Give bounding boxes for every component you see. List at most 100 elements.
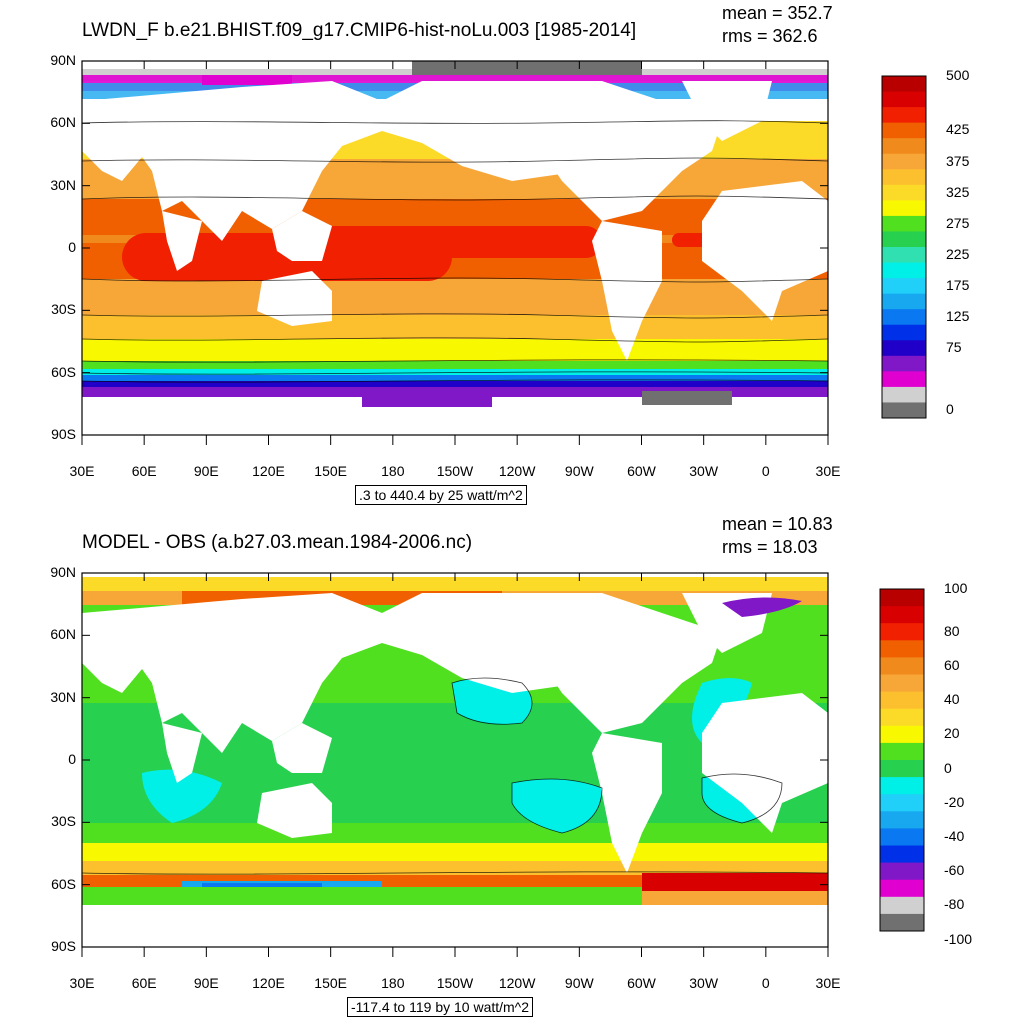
- map2-xtick-label: 0: [761, 975, 770, 991]
- map1-xtick-label: 150E: [314, 463, 347, 479]
- colorbar-swatch: [882, 309, 926, 326]
- map2-ytick-label: 60S: [51, 875, 76, 892]
- map1-xtick-label: 30E: [69, 463, 95, 479]
- colorbar-swatch: [882, 386, 926, 403]
- map1-xtick-label: 120E: [252, 463, 285, 479]
- colorbar-swatch: [882, 247, 926, 264]
- map1-title: LWDN_F b.e21.BHIST.f09_g17.CMIP6-hist-no…: [82, 20, 637, 41]
- colorbar-swatch: [882, 231, 926, 248]
- colorbar-swatch: [882, 91, 926, 108]
- map2-ytick-label: 30N: [50, 688, 76, 705]
- colorbar-swatch: [880, 896, 924, 915]
- colorbar-frame: [881, 75, 927, 419]
- colorbar-swatch: [880, 691, 924, 710]
- colorbar-swatch: [880, 811, 924, 829]
- colorbar-swatch: [882, 262, 926, 279]
- colorbar-swatch: [880, 623, 924, 641]
- map2-xtick-label: 150W: [436, 975, 474, 991]
- map1-xtick-label: 30W: [689, 463, 719, 479]
- map2-xtick-label: 180: [381, 975, 405, 991]
- map1-field: [81, 60, 829, 445]
- colorbar-swatch: [882, 153, 926, 170]
- colorbar-label: 0: [944, 759, 952, 776]
- map1-ytick-label: 60N: [50, 114, 76, 131]
- colorbar-swatch: [882, 340, 926, 357]
- colorbar-swatch: [880, 640, 924, 658]
- map1-xtick-label: 150W: [436, 463, 474, 479]
- map2-xtick-label: 90E: [193, 975, 219, 991]
- colorbar-swatch: [880, 742, 924, 761]
- colorbar-label: -40: [944, 827, 965, 844]
- colorbar-label: 425: [946, 121, 970, 138]
- colorbar-swatch: [882, 200, 926, 217]
- colorbar-label: 175: [946, 276, 970, 293]
- map1-ytick-label: 90N: [50, 52, 76, 68]
- colorbar-swatch: [882, 324, 926, 341]
- colorbar-label: 125: [946, 307, 970, 324]
- map2-ytick-label: 0: [68, 751, 76, 767]
- colorbar-label: 80: [944, 622, 960, 639]
- map2-xtick-label: 120W: [498, 975, 536, 991]
- colorbar-label: 0: [946, 401, 954, 418]
- colorbar-swatch: [880, 862, 924, 881]
- colorbar-swatch: [882, 402, 926, 419]
- colorbar-label: 275: [946, 214, 970, 231]
- colorbar-swatch: [880, 777, 924, 795]
- colorbar-label: 60: [944, 656, 960, 673]
- colorbar-swatch: [880, 674, 924, 693]
- colorbar-label: -100: [944, 930, 973, 947]
- colorbar-label: -20: [944, 793, 965, 810]
- map1-ytick-label: 90S: [51, 426, 76, 442]
- map2-mean: mean = 10.83: [722, 514, 833, 534]
- colorbar-label: 100: [944, 580, 968, 596]
- map1-ytick-label: 30N: [50, 176, 76, 193]
- colorbar-swatch: [880, 879, 924, 898]
- map1-ytick-label: 60S: [51, 363, 76, 380]
- colorbar-swatch: [882, 76, 926, 93]
- colorbar-swatch: [882, 293, 926, 310]
- colorbar-swatch: [880, 760, 924, 778]
- colorbar-swatch: [880, 725, 924, 744]
- map1-xtick-label: 60W: [627, 463, 656, 479]
- colorbar-label: 500: [946, 67, 970, 83]
- map1-colorbar: [881, 75, 927, 419]
- colorbar-swatch: [882, 138, 926, 155]
- colorbar-label: 375: [946, 152, 970, 169]
- colorbar-swatch: [880, 913, 924, 932]
- colorbar-swatch: [882, 184, 926, 201]
- colorbar-swatch: [882, 278, 926, 295]
- map2-xtick-label: 60W: [627, 975, 656, 991]
- map1-ytick-label: 0: [68, 239, 76, 255]
- map2-colorbar: [879, 588, 925, 932]
- colorbar-label: 225: [946, 245, 970, 262]
- map1-xtick-label: 180: [381, 463, 405, 479]
- map2-ytick-label: 30S: [51, 813, 76, 830]
- map1-range-info: .3 to 440.4 by 25 watt/m^2: [355, 485, 527, 505]
- colorbar-swatch: [880, 828, 924, 846]
- map2-xtick-label: 90W: [564, 975, 594, 991]
- colorbar-label: 325: [946, 183, 970, 200]
- colorbar-swatch: [880, 657, 924, 675]
- map1-xtick-label: 0: [761, 463, 770, 479]
- colorbar-swatch: [880, 708, 924, 727]
- map2-xtick-label: 120E: [252, 975, 285, 991]
- colorbar-swatch: [882, 215, 926, 232]
- colorbar-label: -80: [944, 896, 965, 913]
- map2-xtick-label: 30E: [815, 975, 841, 991]
- colorbar-swatch: [880, 606, 924, 624]
- colorbar-frame: [879, 588, 925, 932]
- colorbar-swatch: [882, 107, 926, 124]
- map2-ytick-label: 90S: [51, 938, 76, 954]
- map2-title: MODEL - OBS (a.b27.03.mean.1984-2006.nc): [82, 532, 473, 553]
- map2-range-info: -117.4 to 119 by 10 watt/m^2: [347, 997, 534, 1017]
- colorbar-swatch: [882, 355, 926, 372]
- map1-xtick-label: 90E: [193, 463, 219, 479]
- map2-xtick-label: 30W: [689, 975, 719, 991]
- map1-mean: mean = 352.7: [722, 3, 833, 23]
- colorbar-swatch: [880, 589, 924, 607]
- map1-xtick-label: 30E: [815, 463, 841, 479]
- colorbar-label: 75: [946, 339, 962, 356]
- map1-xtick-label: 60E: [131, 463, 157, 479]
- map2-xtick-label: 30E: [69, 975, 95, 991]
- colorbar-swatch: [880, 794, 924, 812]
